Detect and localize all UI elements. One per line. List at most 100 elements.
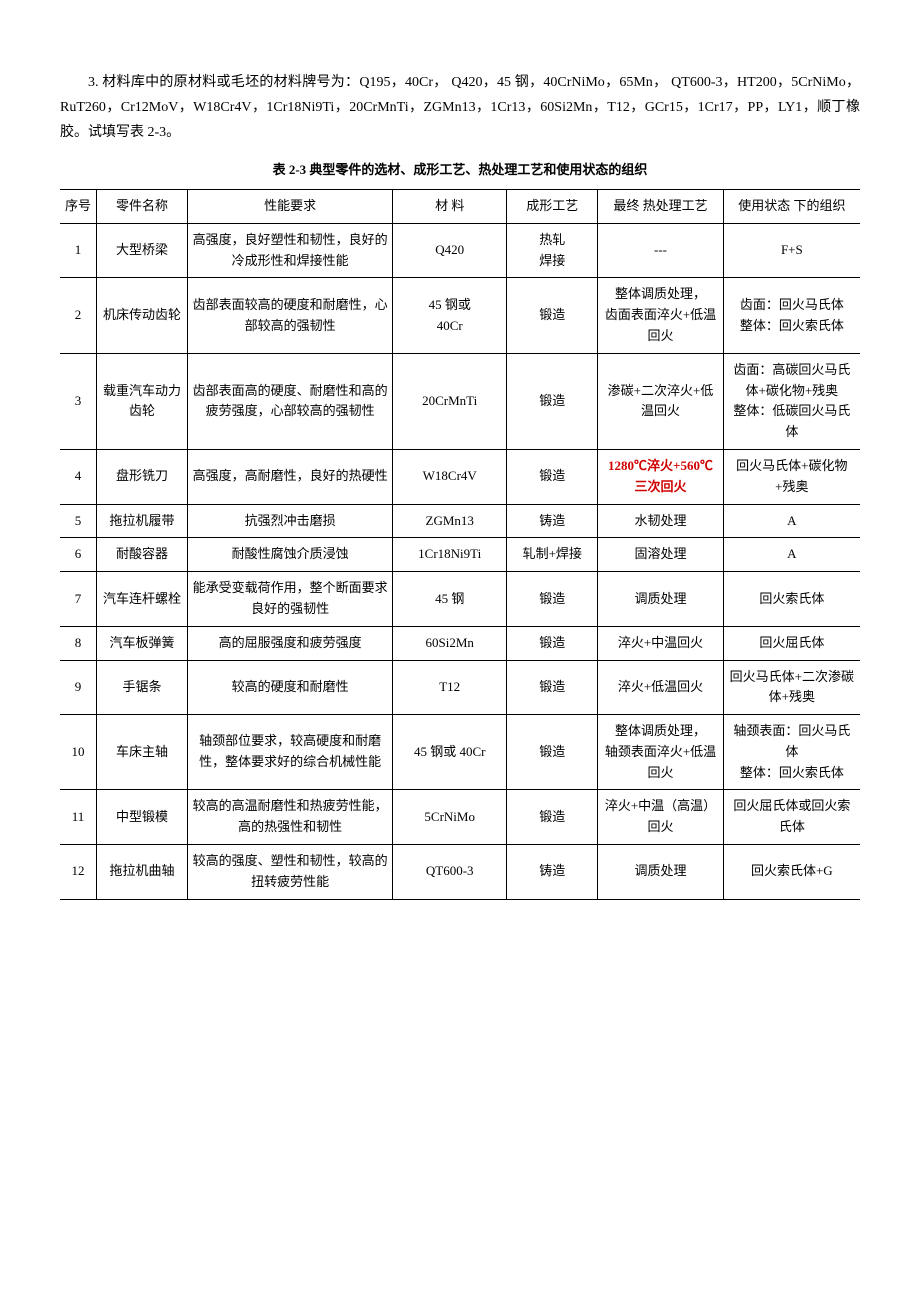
cell-name: 中型锻模 xyxy=(96,790,187,845)
table-title: 表 2-3 典型零件的选材、成形工艺、热处理工艺和使用状态的组织 xyxy=(60,158,860,181)
cell-org: 齿面：回火马氏体整体：回火索氏体 xyxy=(723,278,860,353)
cell-idx: 11 xyxy=(60,790,96,845)
cell-name: 盘形铣刀 xyxy=(96,449,187,504)
cell-idx: 1 xyxy=(60,223,96,278)
cell-req: 齿部表面较高的硬度和耐磨性，心部较高的强韧性 xyxy=(188,278,393,353)
cell-name: 耐酸容器 xyxy=(96,538,187,572)
cell-idx: 8 xyxy=(60,626,96,660)
cell-form: 锻造 xyxy=(507,278,598,353)
cell-name: 载重汽车动力齿轮 xyxy=(96,353,187,449)
cell-mat: T12 xyxy=(393,660,507,715)
cell-mat: 45 钢或 40Cr xyxy=(393,715,507,790)
cell-org: A xyxy=(723,504,860,538)
cell-mat: 20CrMnTi xyxy=(393,353,507,449)
cell-mat: 60Si2Mn xyxy=(393,626,507,660)
table-row: 1大型桥梁高强度，良好塑性和韧性，良好的冷成形性和焊接性能Q420热轧焊接---… xyxy=(60,223,860,278)
cell-req: 齿部表面高的硬度、耐磨性和高的疲劳强度，心部较高的强韧性 xyxy=(188,353,393,449)
cell-heat: 整体调质处理，轴颈表面淬火+低温回火 xyxy=(598,715,723,790)
cell-idx: 7 xyxy=(60,572,96,627)
table-row: 2机床传动齿轮齿部表面较高的硬度和耐磨性，心部较高的强韧性45 钢或40Cr锻造… xyxy=(60,278,860,353)
cell-mat: 1Cr18Ni9Ti xyxy=(393,538,507,572)
table-row: 6耐酸容器耐酸性腐蚀介质浸蚀1Cr18Ni9Ti轧制+焊接固溶处理A xyxy=(60,538,860,572)
header-name: 零件名称 xyxy=(96,189,187,223)
header-req: 性能要求 xyxy=(188,189,393,223)
table-row: 9手锯条较高的硬度和耐磨性T12锻造淬火+低温回火回火马氏体+二次渗碳体+残奥 xyxy=(60,660,860,715)
cell-name: 手锯条 xyxy=(96,660,187,715)
cell-req: 高的屈服强度和疲劳强度 xyxy=(188,626,393,660)
cell-req: 较高的高温耐磨性和热疲劳性能，高的热强性和韧性 xyxy=(188,790,393,845)
table-header-row: 序号 零件名称 性能要求 材 料 成形工艺 最终 热处理工艺 使用状态 下的组织 xyxy=(60,189,860,223)
cell-form: 锻造 xyxy=(507,660,598,715)
header-idx: 序号 xyxy=(60,189,96,223)
materials-table: 序号 零件名称 性能要求 材 料 成形工艺 最终 热处理工艺 使用状态 下的组织… xyxy=(60,189,860,900)
cell-req: 轴颈部位要求，较高硬度和耐磨性，整体要求好的综合机械性能 xyxy=(188,715,393,790)
cell-org: 回火屈氏体 xyxy=(723,626,860,660)
cell-heat: 淬火+中温（高温）回火 xyxy=(598,790,723,845)
cell-form: 铸造 xyxy=(507,504,598,538)
cell-org: 齿面：高碳回火马氏体+碳化物+残奥整体：低碳回火马氏体 xyxy=(723,353,860,449)
cell-idx: 4 xyxy=(60,449,96,504)
cell-heat: 1280℃淬火+560℃三次回火 xyxy=(598,449,723,504)
cell-form: 锻造 xyxy=(507,572,598,627)
cell-org: 回火屈氏体或回火索氏体 xyxy=(723,790,860,845)
cell-heat: 淬火+中温回火 xyxy=(598,626,723,660)
cell-req: 较高的硬度和耐磨性 xyxy=(188,660,393,715)
cell-heat: 整体调质处理，齿面表面淬火+低温回火 xyxy=(598,278,723,353)
table-row: 3载重汽车动力齿轮齿部表面高的硬度、耐磨性和高的疲劳强度，心部较高的强韧性20C… xyxy=(60,353,860,449)
cell-heat: 水韧处理 xyxy=(598,504,723,538)
cell-heat: 调质处理 xyxy=(598,845,723,900)
table-row: 10车床主轴轴颈部位要求，较高硬度和耐磨性，整体要求好的综合机械性能45 钢或 … xyxy=(60,715,860,790)
cell-req: 耐酸性腐蚀介质浸蚀 xyxy=(188,538,393,572)
cell-req: 抗强烈冲击磨损 xyxy=(188,504,393,538)
cell-org: A xyxy=(723,538,860,572)
cell-heat: --- xyxy=(598,223,723,278)
table-row: 11中型锻模较高的高温耐磨性和热疲劳性能，高的热强性和韧性5CrNiMo锻造淬火… xyxy=(60,790,860,845)
header-form: 成形工艺 xyxy=(507,189,598,223)
cell-mat: W18Cr4V xyxy=(393,449,507,504)
header-heat: 最终 热处理工艺 xyxy=(598,189,723,223)
cell-org: F+S xyxy=(723,223,860,278)
cell-form: 热轧焊接 xyxy=(507,223,598,278)
cell-org: 回火索氏体 xyxy=(723,572,860,627)
cell-mat: 5CrNiMo xyxy=(393,790,507,845)
cell-req: 较高的强度、塑性和韧性，较高的扭转疲劳性能 xyxy=(188,845,393,900)
cell-name: 机床传动齿轮 xyxy=(96,278,187,353)
cell-req: 能承受变载荷作用，整个断面要求良好的强韧性 xyxy=(188,572,393,627)
cell-form: 锻造 xyxy=(507,353,598,449)
cell-idx: 2 xyxy=(60,278,96,353)
cell-name: 汽车连杆螺栓 xyxy=(96,572,187,627)
cell-form: 锻造 xyxy=(507,449,598,504)
intro-paragraph: 3. 材料库中的原材料或毛坯的材料牌号为：Q195，40Cr， Q420，45 … xyxy=(60,70,860,146)
cell-org: 轴颈表面：回火马氏体整体：回火索氏体 xyxy=(723,715,860,790)
cell-form: 锻造 xyxy=(507,790,598,845)
cell-name: 汽车板弹簧 xyxy=(96,626,187,660)
cell-mat: ZGMn13 xyxy=(393,504,507,538)
cell-idx: 6 xyxy=(60,538,96,572)
cell-mat: Q420 xyxy=(393,223,507,278)
cell-heat: 调质处理 xyxy=(598,572,723,627)
cell-form: 轧制+焊接 xyxy=(507,538,598,572)
cell-req: 高强度，良好塑性和韧性，良好的冷成形性和焊接性能 xyxy=(188,223,393,278)
cell-org: 回火马氏体+碳化物+残奥 xyxy=(723,449,860,504)
cell-idx: 12 xyxy=(60,845,96,900)
cell-name: 拖拉机履带 xyxy=(96,504,187,538)
table-row: 7汽车连杆螺栓能承受变载荷作用，整个断面要求良好的强韧性45 钢锻造调质处理回火… xyxy=(60,572,860,627)
cell-heat: 渗碳+二次淬火+低温回火 xyxy=(598,353,723,449)
cell-heat: 固溶处理 xyxy=(598,538,723,572)
cell-idx: 9 xyxy=(60,660,96,715)
table-row: 8汽车板弹簧高的屈服强度和疲劳强度60Si2Mn锻造淬火+中温回火回火屈氏体 xyxy=(60,626,860,660)
cell-mat: QT600-3 xyxy=(393,845,507,900)
cell-form: 铸造 xyxy=(507,845,598,900)
cell-name: 车床主轴 xyxy=(96,715,187,790)
cell-form: 锻造 xyxy=(507,715,598,790)
cell-idx: 3 xyxy=(60,353,96,449)
cell-org: 回火马氏体+二次渗碳体+残奥 xyxy=(723,660,860,715)
cell-org: 回火索氏体+G xyxy=(723,845,860,900)
table-row: 5拖拉机履带抗强烈冲击磨损ZGMn13铸造水韧处理A xyxy=(60,504,860,538)
cell-name: 大型桥梁 xyxy=(96,223,187,278)
table-row: 4盘形铣刀高强度，高耐磨性，良好的热硬性W18Cr4V锻造1280℃淬火+560… xyxy=(60,449,860,504)
cell-idx: 5 xyxy=(60,504,96,538)
cell-req: 高强度，高耐磨性，良好的热硬性 xyxy=(188,449,393,504)
cell-heat: 淬火+低温回火 xyxy=(598,660,723,715)
header-org: 使用状态 下的组织 xyxy=(723,189,860,223)
